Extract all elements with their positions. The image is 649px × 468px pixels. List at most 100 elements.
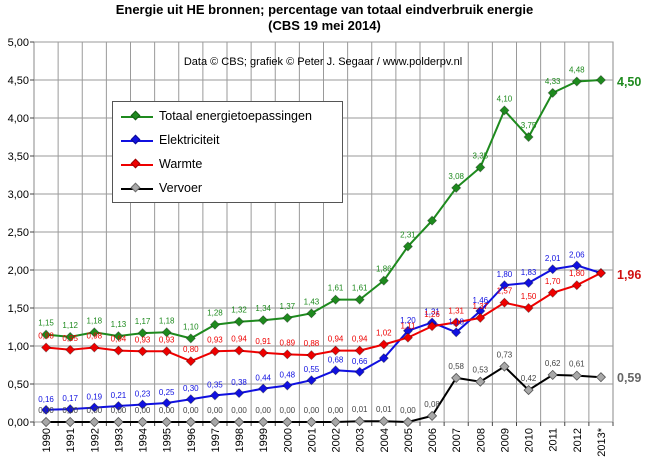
data-label: 0,98	[87, 332, 103, 341]
data-label: 0,00	[231, 406, 247, 415]
data-point	[523, 302, 534, 314]
data-label: 1,28	[207, 309, 223, 318]
x-tick-label: 2010	[524, 428, 536, 452]
data-point	[89, 402, 100, 413]
data-point	[354, 294, 365, 305]
data-point	[402, 241, 414, 252]
data-label: 0,93	[207, 335, 223, 344]
data-point	[378, 275, 389, 286]
data-point	[282, 312, 293, 323]
diamond-marker-icon	[130, 134, 141, 145]
data-point	[547, 264, 558, 275]
data-point	[258, 315, 269, 326]
data-point	[475, 312, 486, 323]
data-point	[40, 404, 52, 415]
data-point	[40, 329, 52, 340]
data-label: 1,18	[87, 316, 103, 325]
data-label: 0,00	[255, 406, 271, 415]
data-point	[547, 369, 558, 380]
chart-title-line2: (CBS 19 mei 2014)	[268, 18, 381, 33]
data-label: 1,10	[183, 322, 199, 331]
data-label: 1,18	[448, 317, 464, 326]
data-point	[306, 416, 317, 428]
data-label: 3,75	[521, 121, 537, 130]
legend-item-vervoer: Vervoer	[113, 180, 344, 198]
legend-label: Elektriciteit	[159, 133, 220, 147]
data-label: 1,11	[400, 322, 416, 331]
data-label: 0,00	[328, 406, 344, 415]
y-tick-label: 0,50	[8, 379, 29, 391]
y-tick-label: 2,50	[8, 227, 29, 239]
data-point	[402, 416, 414, 428]
data-label: 1,26	[424, 310, 440, 319]
data-label: 0,00	[135, 406, 151, 415]
data-point	[426, 321, 438, 332]
data-label: 1,17	[135, 317, 151, 326]
data-label: 0,48	[280, 371, 296, 380]
x-axis: 1990 1991 1992 1993 1994 1995 1996 1997 1998 1999…	[33, 422, 614, 457]
data-point	[258, 347, 269, 358]
chart-title-line1: Energie uit HE bronnen; percentage van t…	[115, 2, 534, 17]
data-point	[378, 339, 389, 350]
data-label: 0,08	[424, 400, 440, 409]
legend-item-warmte: Warmte	[113, 156, 344, 174]
data-point	[40, 342, 52, 353]
legend-item-elektriciteit: Elektriciteit	[113, 132, 344, 150]
y-tick-label: 1,50	[8, 303, 29, 315]
legend: Totaal energietoepassingen Elektriciteit…	[112, 101, 343, 203]
data-label: 1,80	[569, 269, 585, 278]
data-point	[113, 345, 124, 356]
data-point	[330, 345, 341, 356]
data-point	[137, 416, 148, 428]
end-labels: 4,50 1,96 0,59	[617, 75, 641, 385]
data-label: 1,32	[231, 306, 247, 315]
data-point	[282, 416, 293, 428]
data-point	[185, 333, 196, 344]
data-point	[209, 390, 221, 401]
data-point	[499, 297, 510, 308]
data-point	[426, 215, 438, 226]
data-label: 0,91	[255, 337, 271, 346]
data-label: 0,55	[304, 365, 320, 374]
data-label: 0,80	[183, 345, 199, 354]
data-label: 0,94	[352, 335, 368, 344]
data-point	[354, 416, 365, 427]
data-point	[451, 317, 462, 328]
data-point	[113, 331, 124, 342]
data-label: 0,00	[159, 406, 175, 415]
x-tick-label: 2011	[548, 428, 560, 452]
data-point	[378, 353, 389, 364]
data-point	[330, 294, 341, 305]
end-label: 0,59	[617, 371, 641, 385]
data-label: 0,61	[569, 360, 585, 369]
data-point	[233, 345, 245, 356]
x-tick-label: 1995	[162, 428, 174, 452]
data-point	[475, 162, 486, 173]
data-label: 0,00	[304, 406, 320, 415]
data-label: 0,30	[183, 384, 199, 393]
data-point	[306, 308, 317, 319]
data-label: 0,16	[38, 395, 54, 404]
y-tick-label: 2,00	[8, 265, 29, 277]
data-point	[258, 416, 269, 428]
y-tick-label: 5,00	[8, 37, 29, 49]
data-label: 0,62	[545, 359, 561, 368]
data-label: 0,00	[183, 406, 199, 415]
data-point	[426, 410, 438, 421]
x-tick-label: 2003	[355, 428, 367, 452]
x-tick-label: 1999	[258, 428, 270, 452]
data-label: 0,89	[280, 338, 296, 347]
data-label: 0,93	[135, 335, 151, 344]
data-label: 0,35	[207, 380, 223, 389]
data-point	[161, 346, 172, 357]
y-tick-label: 4,00	[8, 113, 29, 125]
data-label: 1,70	[545, 277, 561, 286]
data-label: 0,00	[87, 406, 103, 415]
data-label: 0,17	[62, 394, 78, 403]
data-point	[571, 76, 582, 87]
data-point	[354, 366, 365, 377]
data-point	[451, 327, 462, 338]
data-point	[402, 332, 414, 343]
data-point	[499, 105, 510, 116]
data-label: 0,68	[328, 355, 344, 364]
